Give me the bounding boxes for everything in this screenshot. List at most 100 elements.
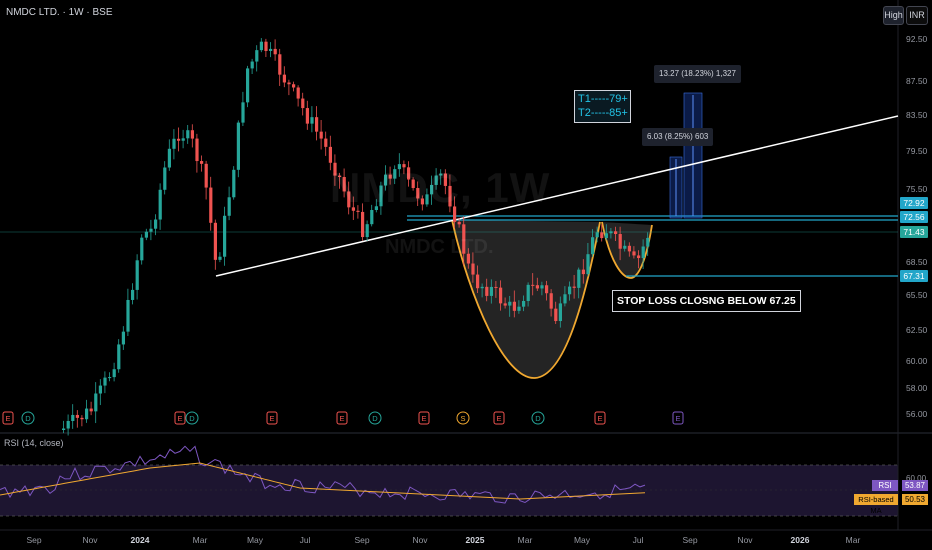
candle-body <box>347 191 351 208</box>
candle-body <box>232 169 236 198</box>
candle-body <box>614 231 618 235</box>
candle-body <box>89 408 93 412</box>
dividend-event-icon[interactable]: D <box>185 411 199 425</box>
candle-body <box>218 256 222 260</box>
candle-body <box>457 221 461 225</box>
earnings-event-icon[interactable]: E <box>174 411 186 425</box>
rsi-ma-line[interactable] <box>0 462 646 500</box>
candle-body <box>471 263 475 275</box>
candle-body <box>108 377 112 379</box>
candle-body <box>259 41 263 51</box>
earnings-event-icon[interactable]: E <box>336 411 348 425</box>
svg-text:E: E <box>597 414 602 423</box>
candle-body <box>512 301 516 311</box>
targets-box[interactable]: T1-----79+ T2-----85+ <box>574 90 631 123</box>
candle-body <box>328 146 332 163</box>
dividend-event-icon[interactable]: D <box>531 411 545 425</box>
earnings-event-icon[interactable]: E <box>266 411 278 425</box>
split-event-icon[interactable]: S <box>456 411 470 425</box>
candle-body <box>563 294 567 304</box>
price-tick: 87.50 <box>906 76 928 86</box>
candle-body <box>269 48 273 51</box>
candle-body <box>112 369 116 378</box>
high-button[interactable]: High <box>883 6 904 25</box>
candle-body <box>365 224 369 238</box>
candle-body <box>149 228 153 232</box>
rsi-name-tag: RSI <box>872 480 898 491</box>
svg-text:E: E <box>421 414 426 423</box>
time-label: 2025 <box>465 535 485 545</box>
price-tag: 67.31 <box>900 270 928 282</box>
price-tick: 79.50 <box>906 146 928 156</box>
price-tag: 72.56 <box>900 211 928 223</box>
candle-body <box>485 286 489 296</box>
candle-body <box>443 173 447 186</box>
symbol-title[interactable]: NMDC LTD. · 1W · BSE <box>6 7 113 18</box>
candle-body <box>595 232 599 238</box>
earnings-event-icon[interactable]: E <box>493 411 505 425</box>
time-label: May <box>246 535 264 545</box>
candle-body <box>420 198 424 205</box>
candle-body <box>85 408 89 420</box>
candle-body <box>572 286 576 288</box>
price-tick: 68.50 <box>906 257 928 267</box>
candle-body <box>361 211 365 238</box>
candle-body <box>517 306 521 311</box>
rsi-ma-name-tag: RSI-based MA <box>854 494 898 515</box>
candle-body <box>416 188 420 199</box>
time-label: Sep <box>26 535 42 545</box>
candle-body <box>439 173 443 176</box>
candle-body <box>305 108 309 124</box>
svg-text:E: E <box>496 414 501 423</box>
candle-body <box>388 174 392 179</box>
currency-button[interactable]: INR <box>906 6 928 25</box>
earnings-event-icon[interactable]: E <box>594 411 606 425</box>
trend-line[interactable] <box>215 115 899 277</box>
dividend-event-icon[interactable]: D <box>21 411 35 425</box>
earnings-event-icon[interactable]: E <box>2 411 14 425</box>
price-tag: 71.43 <box>900 226 928 238</box>
candle-body <box>568 286 572 295</box>
candle-body <box>195 138 199 162</box>
target-1-text: T1-----79+ <box>578 93 628 105</box>
rsi-line[interactable] <box>0 445 646 504</box>
stop-loss-label[interactable]: STOP LOSS CLOSNG BELOW 67.25 <box>612 290 801 312</box>
candle-body <box>402 164 406 168</box>
candle-body <box>522 300 526 307</box>
candle-body <box>577 269 581 288</box>
rsi-ma-value-tag: 50.53 <box>902 494 928 505</box>
price-tick: 56.00 <box>906 409 928 419</box>
candle-body <box>397 164 401 170</box>
time-label: Nov <box>82 535 98 545</box>
time-label: Sep <box>354 535 370 545</box>
candle-body <box>121 331 125 345</box>
candle-body <box>604 233 608 239</box>
candle-body <box>282 74 286 83</box>
candle-body <box>632 251 636 256</box>
candle-body <box>140 237 144 261</box>
candle-body <box>351 207 355 211</box>
candle-body <box>609 231 613 234</box>
candle-body <box>462 224 466 254</box>
candle-body <box>476 274 480 289</box>
rsi-indicator-title[interactable]: RSI (14, close) <box>4 438 64 448</box>
candle-body <box>144 231 148 238</box>
candle-body <box>540 285 544 289</box>
candle-body <box>190 130 194 139</box>
candle-body <box>535 285 539 289</box>
candle-body <box>333 162 337 176</box>
earnings-event-icon[interactable]: E <box>672 411 684 425</box>
candle-body <box>393 169 397 179</box>
candle-body <box>466 253 470 264</box>
candle-body <box>379 185 383 207</box>
dividend-event-icon[interactable]: D <box>368 411 382 425</box>
measure-label-large: 13.27 (18.23%) 1,327 <box>654 65 741 83</box>
candle-body <box>278 54 282 75</box>
time-label: Nov <box>737 535 753 545</box>
candle-body <box>75 414 79 418</box>
candle-body <box>103 377 107 386</box>
earnings-event-icon[interactable]: E <box>418 411 430 425</box>
